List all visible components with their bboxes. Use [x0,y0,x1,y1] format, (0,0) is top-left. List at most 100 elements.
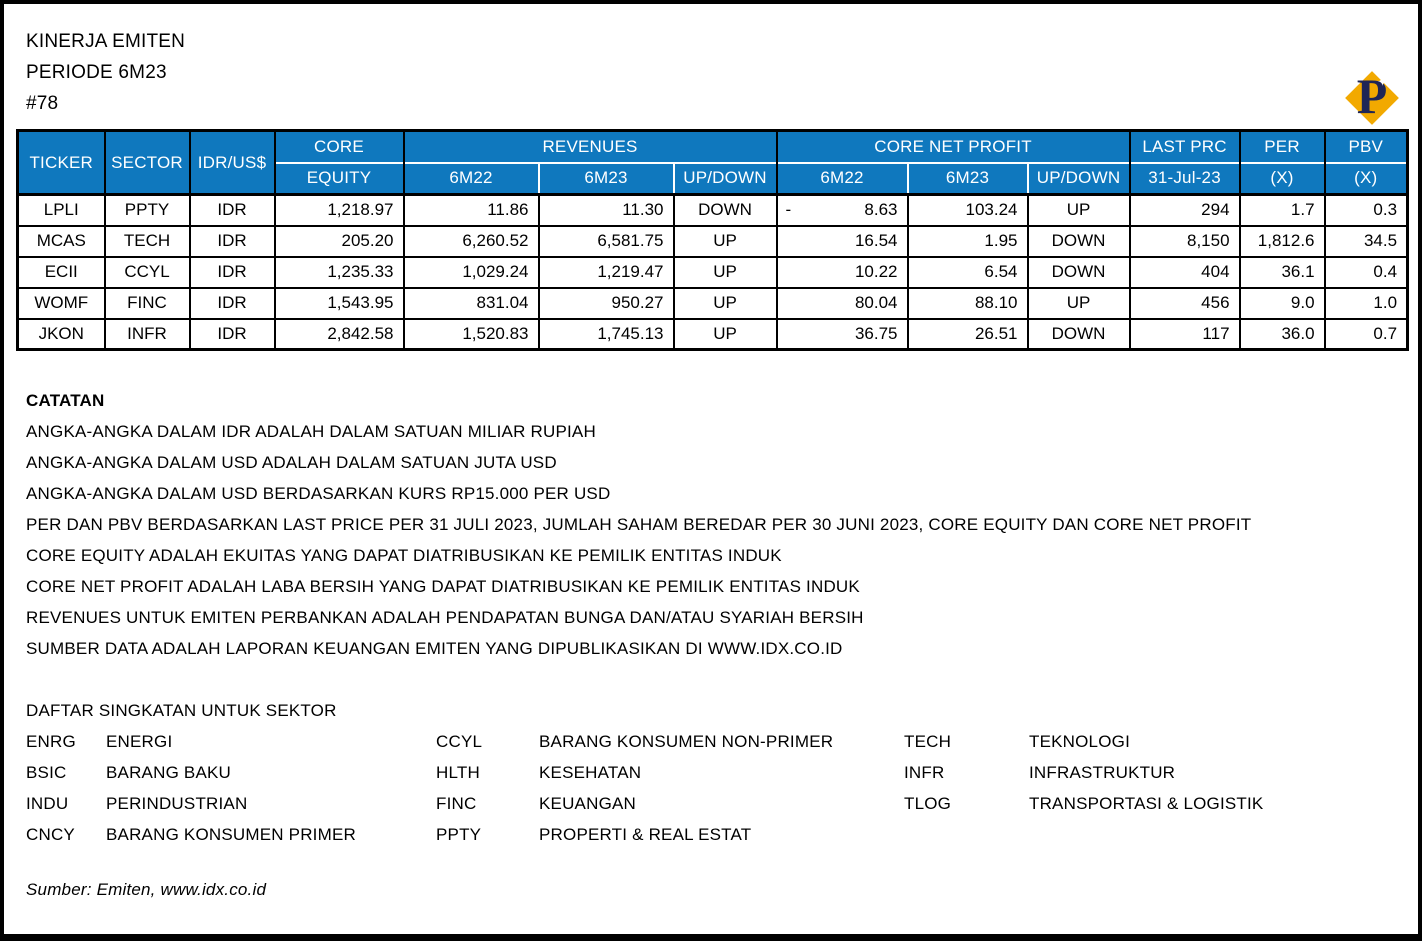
cell-cnp-6m22: 80.04 [775,286,909,320]
cell-last-prc: 8,150 [1128,224,1241,258]
col-header-rev-6m22: 6M22 [403,161,540,195]
cell-sector: TECH [103,224,191,258]
logo-letter: P [1356,68,1388,124]
cell-per: 36.0 [1238,317,1326,351]
report-period: PERIODE 6M23 [26,62,167,83]
cell-core-equity: 205.20 [273,224,405,258]
cell-ticker: MCAS [16,224,106,258]
col-header-ticker: TICKER [17,130,106,195]
sector-code: ENRG [26,731,76,751]
sector-label: PERINDUSTRIAN [106,793,248,813]
note-line: ANGKA-ANGKA DALAM USD BERDASARKAN KURS R… [26,484,611,503]
col-header-sector: SECTOR [104,130,191,195]
sector-code: INDU [26,793,69,813]
cell-cnp-6m22: 36.75 [775,317,909,351]
cell-per: 1,812.6 [1238,224,1326,258]
col-header-pbv: PBV [1324,130,1408,163]
sector-label: TEKNOLOGI [1029,731,1130,751]
cell-rev-6m23: 11.30 [537,193,675,227]
col-header-rev-updown: UP/DOWN [673,161,778,195]
table-row: JKON INFR IDR 2,842.58 1,520.83 1,745.13… [16,317,1409,351]
cell-pbv: 0.3 [1323,193,1409,227]
cell-currency: IDR [188,193,276,227]
report-number: #78 [26,93,59,114]
sector-label: INFRASTRUKTUR [1029,762,1176,782]
negative-sign: - [785,200,792,220]
cell-pbv: 0.7 [1323,317,1409,351]
col-header-rev-6m23: 6M23 [538,161,675,195]
cell-sector: PPTY [103,193,191,227]
report-header: KINERJA EMITEN PERIODE 6M23 #78 [4,4,1418,119]
cell-rev-6m23: 1,745.13 [537,317,675,351]
cell-last-prc: 404 [1128,255,1241,289]
cell-ticker: ECII [16,255,106,289]
cell-cnp-6m23: 26.51 [906,317,1029,351]
sector-label: BARANG KONSUMEN NON-PRIMER [539,731,834,751]
col-header-last-prc: LAST PRC [1129,130,1241,163]
cell-rev-6m23: 6,581.75 [537,224,675,258]
cell-rev-updown: DOWN [672,193,778,227]
cell-cnp-6m23: 88.10 [906,286,1029,320]
sector-code: TLOG [904,793,952,813]
cell-rev-updown: UP [672,255,778,289]
cell-currency: IDR [188,317,276,351]
cell-rev-updown: UP [672,286,778,320]
abbreviations-heading: DAFTAR SINGKATAN UNTUK SEKTOR [26,701,337,720]
table-body: LPLI PPTY IDR 1,218.97 11.86 11.30 DOWN … [16,193,1409,351]
cell-last-prc: 117 [1128,317,1241,351]
col-group-revenues: REVENUES [403,130,778,163]
cell-cnp-6m22: 16.54 [775,224,909,258]
cell-currency: IDR [188,286,276,320]
abbreviations-section: DAFTAR SINGKATAN UNTUK SEKTOR ENRG ENERG… [26,695,1418,850]
sector-label: BARANG BAKU [106,762,232,782]
note-line: CORE NET PROFIT ADALAH LABA BERSIH YANG … [26,577,860,596]
cell-last-prc: 294 [1128,193,1241,227]
cell-core-equity: 1,235.33 [273,255,405,289]
col-group-core-net-profit: CORE NET PROFIT [776,130,1131,163]
cell-rev-6m22: 1,029.24 [402,255,540,289]
cell-sector: FINC [103,286,191,320]
table-row: WOMF FINC IDR 1,543.95 831.04 950.27 UP … [16,286,1409,320]
cell-ticker: LPLI [16,193,106,227]
sector-code: HLTH [436,762,480,782]
sector-code: BSIC [26,762,67,782]
cell-currency: IDR [188,255,276,289]
table-header: TICKER SECTOR IDR/US$ CORE REVENUES CORE… [17,130,1408,195]
cell-pbv: 34.5 [1323,224,1409,258]
abbreviations-grid: ENRG ENERGI CCYL BARANG KONSUMEN NON-PRI… [26,726,1418,850]
cell-cnp-6m23: 6.54 [906,255,1029,289]
report-title: KINERJA EMITEN [26,31,186,52]
col-header-cnp-6m23: 6M23 [907,161,1029,195]
cell-per: 9.0 [1238,286,1326,320]
cell-core-equity: 1,218.97 [273,193,405,227]
cell-rev-6m22: 11.86 [402,193,540,227]
table-row: ECII CCYL IDR 1,235.33 1,029.24 1,219.47… [16,255,1409,289]
col-header-last-prc-date: 31-Jul-23 [1129,161,1241,195]
cell-cnp-6m23: 1.95 [906,224,1029,258]
sector-label: ENERGI [106,731,173,751]
sector-label: BARANG KONSUMEN PRIMER [106,824,356,844]
cell-cnp-6m22: -8.63 [775,193,909,227]
cell-rev-6m23: 1,219.47 [537,255,675,289]
note-line: CORE EQUITY ADALAH EKUITAS YANG DAPAT DI… [26,546,782,565]
notes-heading: CATATAN [26,391,105,410]
sector-code: TECH [904,731,952,751]
note-line: PER DAN PBV BERDASARKAN LAST PRICE PER 3… [26,515,1252,534]
col-header-equity: EQUITY [274,161,405,195]
cell-cnp-updown: UP [1026,193,1131,227]
cell-rev-updown: UP [672,317,778,351]
cell-core-equity: 1,543.95 [273,286,405,320]
plus-icon: + [1388,69,1394,80]
cell-cnp-updown: DOWN [1026,255,1131,289]
cell-rev-6m22: 1,520.83 [402,317,540,351]
col-header-cnp-updown: UP/DOWN [1027,161,1131,195]
table-row: LPLI PPTY IDR 1,218.97 11.86 11.30 DOWN … [16,193,1409,227]
notes-section: CATATAN ANGKA-ANGKA DALAM IDR ADALAH DAL… [26,385,1418,664]
col-header-per-x: (X) [1239,161,1326,195]
cell-ticker: WOMF [16,286,106,320]
cell-currency: IDR [188,224,276,258]
source-note: Sumber: Emiten, www.idx.co.id [26,880,267,899]
sector-label: KEUANGAN [539,793,637,813]
cell-rev-6m22: 6,260.52 [402,224,540,258]
